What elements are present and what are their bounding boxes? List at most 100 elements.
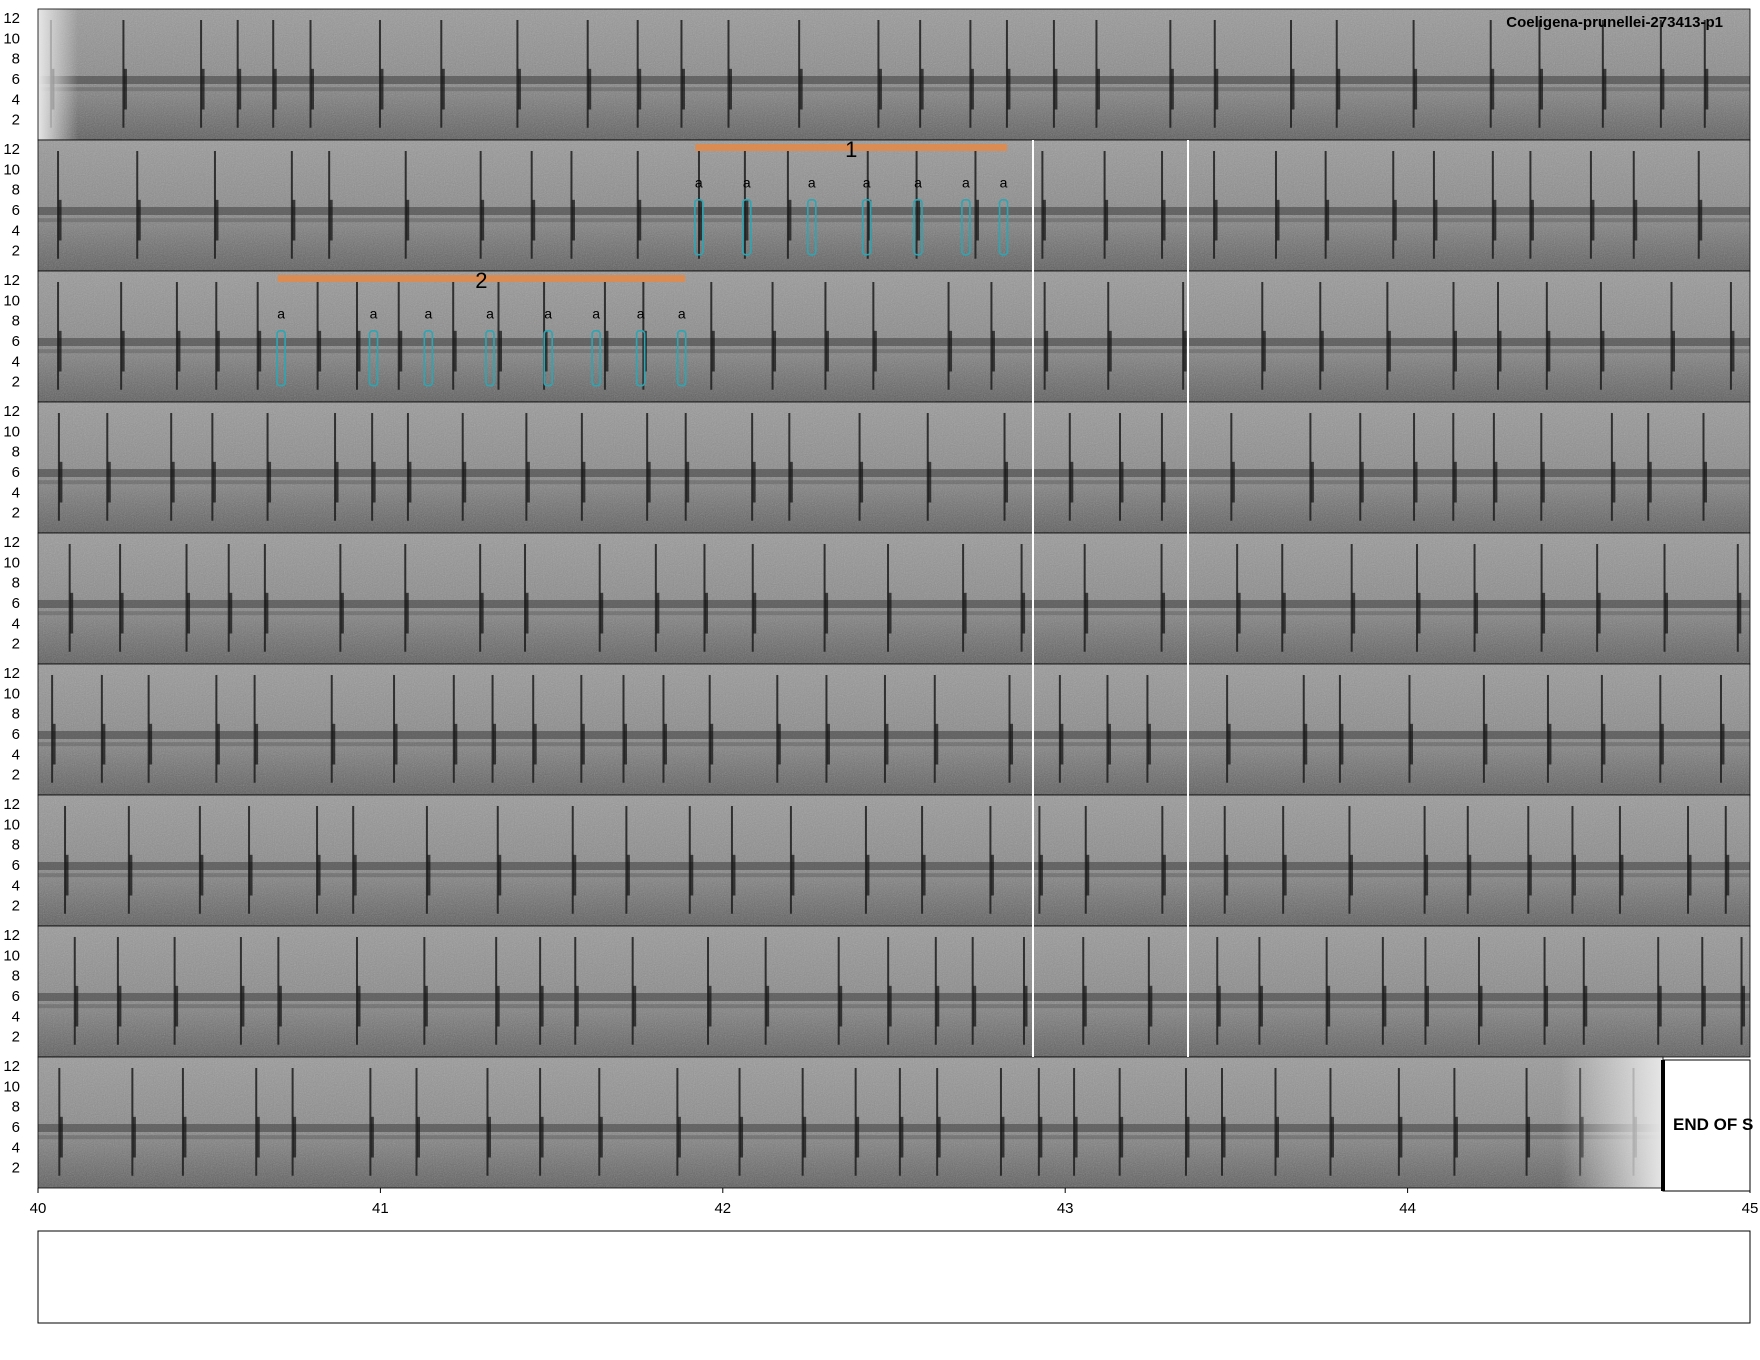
y-tick-label: 12 bbox=[3, 796, 20, 813]
y-tick-label: 2 bbox=[12, 1160, 20, 1177]
y-tick-label: 4 bbox=[12, 746, 20, 763]
y-tick-label: 6 bbox=[12, 595, 20, 612]
y-tick-label: 2 bbox=[12, 243, 20, 260]
note-label: a bbox=[743, 175, 751, 191]
segment-label: 2 bbox=[475, 268, 487, 293]
y-tick-label: 4 bbox=[12, 484, 20, 501]
note-label: a bbox=[863, 175, 871, 191]
note-label: a bbox=[486, 306, 494, 322]
x-tick-label: 45 bbox=[1742, 1200, 1759, 1217]
x-tick-label: 43 bbox=[1057, 1200, 1074, 1217]
y-tick-label: 12 bbox=[3, 665, 20, 682]
note-label: a bbox=[678, 306, 686, 322]
y-tick-label: 8 bbox=[12, 1099, 20, 1116]
y-tick-label: 6 bbox=[12, 988, 20, 1005]
y-tick-label: 2 bbox=[12, 767, 20, 784]
y-tick-label: 12 bbox=[3, 1058, 20, 1075]
note-label: a bbox=[914, 175, 922, 191]
y-tick-label: 2 bbox=[12, 112, 20, 129]
y-tick-label: 10 bbox=[3, 947, 20, 964]
note-box bbox=[276, 330, 286, 387]
spectrogram-row bbox=[37, 663, 1751, 796]
y-tick-label: 10 bbox=[3, 816, 20, 833]
chart-title: Coeligena-prunellei-273413-p1 bbox=[1506, 14, 1723, 31]
spectrogram-row bbox=[37, 401, 1751, 534]
y-axis-ticks: 2 4 6 8 10 12 2 4 6 8 10 12 2 4 6 8 10 12 2 4 6 8 10 12 2 4 6 8 10 12… bbox=[3, 10, 20, 1177]
segment-bar bbox=[695, 144, 1007, 151]
y-tick-label: 4 bbox=[12, 353, 20, 370]
annotation-group: 2 a a a a a a a a bbox=[276, 268, 687, 387]
note-box bbox=[635, 330, 646, 387]
note-label: a bbox=[695, 175, 703, 191]
note-label: a bbox=[544, 306, 552, 322]
empty-panel bbox=[37, 1230, 1751, 1324]
y-tick-label: 10 bbox=[3, 161, 20, 178]
annotation-group: 1a a a a a a a bbox=[694, 137, 1009, 256]
y-tick-label: 2 bbox=[12, 1029, 20, 1046]
y-tick-label: 10 bbox=[3, 423, 20, 440]
y-tick-label: 8 bbox=[12, 968, 20, 985]
y-tick-label: 4 bbox=[12, 877, 20, 894]
y-tick-label: 8 bbox=[12, 182, 20, 199]
y-tick-label: 8 bbox=[12, 51, 20, 68]
note-label: a bbox=[424, 306, 432, 322]
y-tick-label: 6 bbox=[12, 726, 20, 743]
y-tick-label: 6 bbox=[12, 71, 20, 88]
note-box bbox=[591, 330, 601, 387]
note-label: a bbox=[962, 175, 970, 191]
row-dividers bbox=[1032, 140, 1189, 1057]
note-box bbox=[861, 199, 872, 256]
spectrogram-row bbox=[37, 925, 1751, 1058]
y-tick-label: 6 bbox=[12, 333, 20, 350]
note-box bbox=[694, 199, 704, 256]
note-box bbox=[423, 330, 434, 387]
y-tick-label: 10 bbox=[3, 1078, 20, 1095]
x-tick-label: 42 bbox=[714, 1200, 731, 1217]
y-tick-label: 4 bbox=[12, 615, 20, 632]
note-label: a bbox=[277, 306, 285, 322]
y-tick-label: 12 bbox=[3, 141, 20, 158]
spectrogram-row bbox=[37, 532, 1751, 665]
y-tick-label: 6 bbox=[12, 857, 20, 874]
y-tick-label: 12 bbox=[3, 927, 20, 944]
y-tick-label: 2 bbox=[12, 505, 20, 522]
y-tick-label: 10 bbox=[3, 685, 20, 702]
note-box bbox=[741, 199, 752, 256]
y-tick-label: 2 bbox=[12, 374, 20, 391]
note-box bbox=[485, 330, 495, 387]
y-tick-label: 10 bbox=[3, 292, 20, 309]
y-tick-label: 8 bbox=[12, 706, 20, 723]
y-tick-label: 6 bbox=[12, 464, 20, 481]
spectrogram-row bbox=[37, 1056, 1664, 1189]
y-tick-label: 12 bbox=[3, 534, 20, 551]
note-box bbox=[913, 199, 923, 256]
end-of-sound-box bbox=[1662, 1059, 1751, 1192]
note-label: a bbox=[637, 306, 645, 322]
end-of-sound-label: END OF S bbox=[1673, 1115, 1753, 1134]
y-tick-label: 8 bbox=[12, 444, 20, 461]
spectrogram-row bbox=[37, 794, 1751, 927]
note-box bbox=[807, 199, 817, 256]
y-tick-label: 8 bbox=[12, 575, 20, 592]
note-box bbox=[961, 199, 971, 256]
y-tick-label: 10 bbox=[3, 554, 20, 571]
note-label: a bbox=[1000, 175, 1008, 191]
segment-label: 1 bbox=[845, 137, 857, 162]
y-tick-label: 4 bbox=[12, 1008, 20, 1025]
spectrogram-rows bbox=[37, 8, 1751, 1189]
spectrogram-row bbox=[37, 270, 1751, 403]
y-tick-label: 4 bbox=[12, 222, 20, 239]
x-tick-label: 40 bbox=[30, 1200, 47, 1217]
segment-bar bbox=[277, 275, 686, 282]
spectrogram-row bbox=[37, 139, 1751, 272]
note-box bbox=[368, 330, 379, 387]
y-tick-label: 2 bbox=[12, 898, 20, 915]
spectrogram-row bbox=[37, 8, 1751, 141]
y-tick-label: 8 bbox=[12, 837, 20, 854]
note-box bbox=[676, 330, 687, 387]
note-label: a bbox=[370, 306, 378, 322]
note-box bbox=[998, 199, 1009, 256]
note-label: a bbox=[808, 175, 816, 191]
y-tick-label: 6 bbox=[12, 202, 20, 219]
